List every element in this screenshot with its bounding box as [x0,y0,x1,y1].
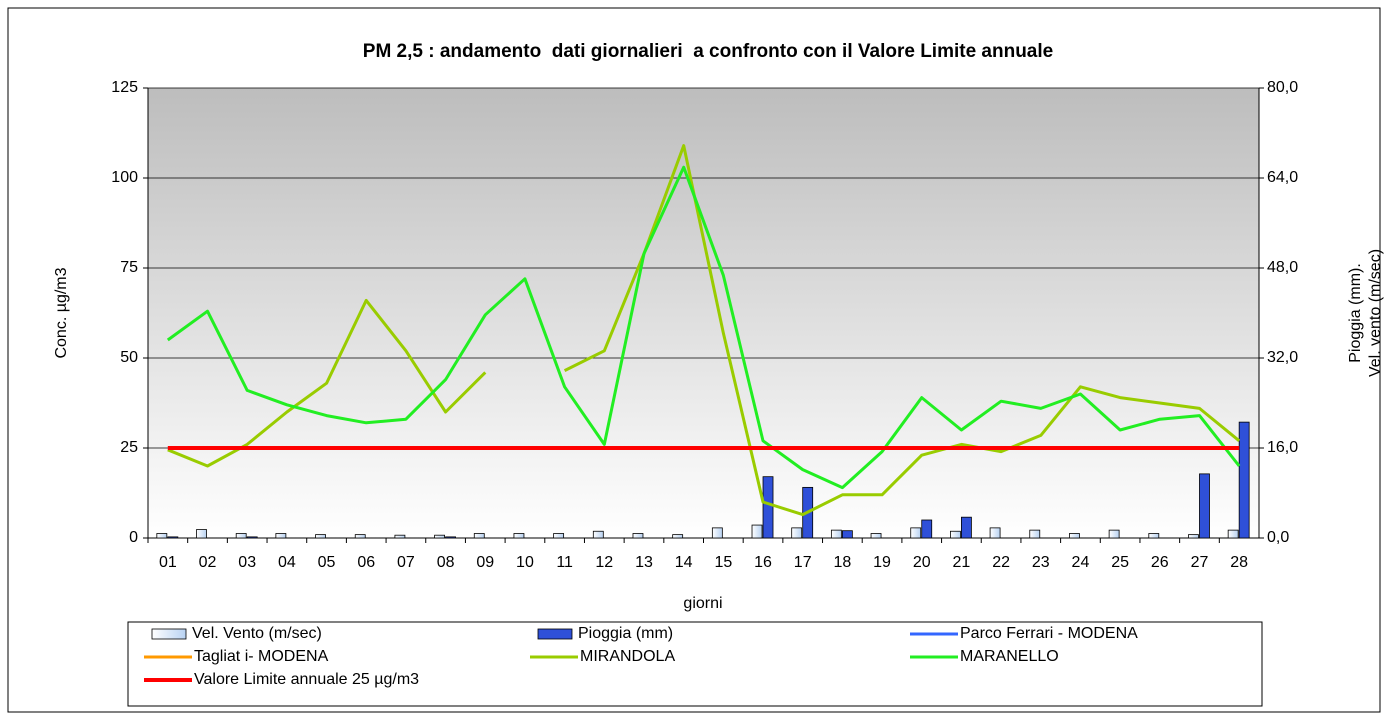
y-tick-label: 100 [111,169,138,186]
legend-swatch [537,628,573,640]
y-tick-label: 75 [120,259,138,276]
y2-axis-label: Pioggia (mm). [1347,263,1364,363]
bar [910,527,922,539]
bar [1227,529,1239,539]
bar [961,516,972,539]
x-tick-label: 09 [476,554,494,571]
x-tick-label: 26 [1151,554,1169,571]
bar [921,519,933,539]
legend-label: Valore Limite annuale 25 µg/m3 [194,671,419,688]
x-tick-label: 10 [516,554,534,571]
bar [1188,534,1199,539]
x-tick-label: 25 [1111,554,1129,571]
bar [354,534,366,539]
y-tick-label: 50 [120,349,138,366]
x-tick-label: 22 [992,554,1010,571]
y-tick-label: 25 [120,439,138,456]
x-tick-label: 02 [199,554,217,571]
x-tick-label: 16 [754,554,772,571]
x-tick-label: 23 [1032,554,1050,571]
bar [632,533,644,539]
x-axis-label: giorni [683,595,722,612]
bar [246,536,258,539]
legend-label: MARANELLO [960,648,1059,665]
bar [711,527,723,539]
x-tick-label: 13 [635,554,653,571]
x-tick-label: 05 [318,554,336,571]
bar [592,530,604,539]
x-tick-label: 11 [556,554,573,571]
bar [950,530,961,539]
x-tick-label: 28 [1230,554,1248,571]
bar [315,534,326,539]
x-tick-label: 27 [1191,554,1209,571]
y2-tick-label: 16,0 [1267,439,1298,456]
x-tick-label: 14 [675,554,693,571]
x-tick-label: 04 [278,554,296,571]
bar [473,533,485,539]
bar [167,536,179,539]
bar [1148,533,1160,539]
x-tick-label: 19 [873,554,891,571]
bar [791,527,803,539]
line-series [166,165,1241,490]
x-tick-label: 20 [913,554,931,571]
bar [196,529,207,539]
bar [394,534,406,539]
y2-tick-label: 80,0 [1267,79,1298,96]
y2-tick-label: 48,0 [1267,259,1298,276]
bar [1238,421,1250,539]
bar [762,476,774,539]
bar [156,533,168,539]
bar [841,530,853,539]
legend [127,621,1263,707]
legend-swatch [151,628,187,640]
bar [1199,473,1210,539]
bar [989,527,1001,539]
y-tick-label: 0 [129,529,138,546]
x-tick-label: 24 [1072,554,1090,571]
bar [445,536,456,539]
x-tick-label: 06 [357,554,375,571]
x-tick-label: 17 [794,554,812,571]
legend-label: MIRANDOLA [580,648,675,665]
bar [275,533,287,539]
x-tick-label: 08 [437,554,455,571]
bar [751,524,763,539]
y-axis-label: Conc. µg/m3 [53,267,70,358]
x-tick-label: 01 [159,554,177,571]
x-tick-label: 15 [714,554,732,571]
legend-label: Vel. Vento (m/sec) [192,625,322,642]
legend-label: Tagliat i- MODENA [194,648,329,665]
bar [553,533,565,539]
bar [1029,529,1041,539]
y2-axis-label: Vel. vento (m/sec) [1367,249,1384,377]
x-tick-label: 03 [238,554,256,571]
x-tick-label: 07 [397,554,415,571]
x-tick-label: 18 [833,554,851,571]
x-tick-label: 21 [953,554,971,571]
bar [434,534,445,539]
legend-label: Parco Ferrari - MODENA [960,625,1138,642]
y2-tick-label: 32,0 [1267,349,1298,366]
chart-title: PM 2,5 : andamento dati giornalieri a co… [363,41,1053,62]
legend-label: Pioggia (mm) [578,625,673,642]
bar [830,529,842,539]
x-tick-label: 12 [595,554,613,571]
plot-area [148,88,1259,538]
bar [1108,529,1120,539]
bar [870,533,882,539]
y2-tick-label: 64,0 [1267,169,1298,186]
y-tick-label: 125 [111,79,138,96]
y2-tick-label: 0,0 [1267,529,1289,546]
bar [1069,533,1080,539]
bar [235,533,247,539]
bar [672,534,684,539]
bar [513,533,525,539]
